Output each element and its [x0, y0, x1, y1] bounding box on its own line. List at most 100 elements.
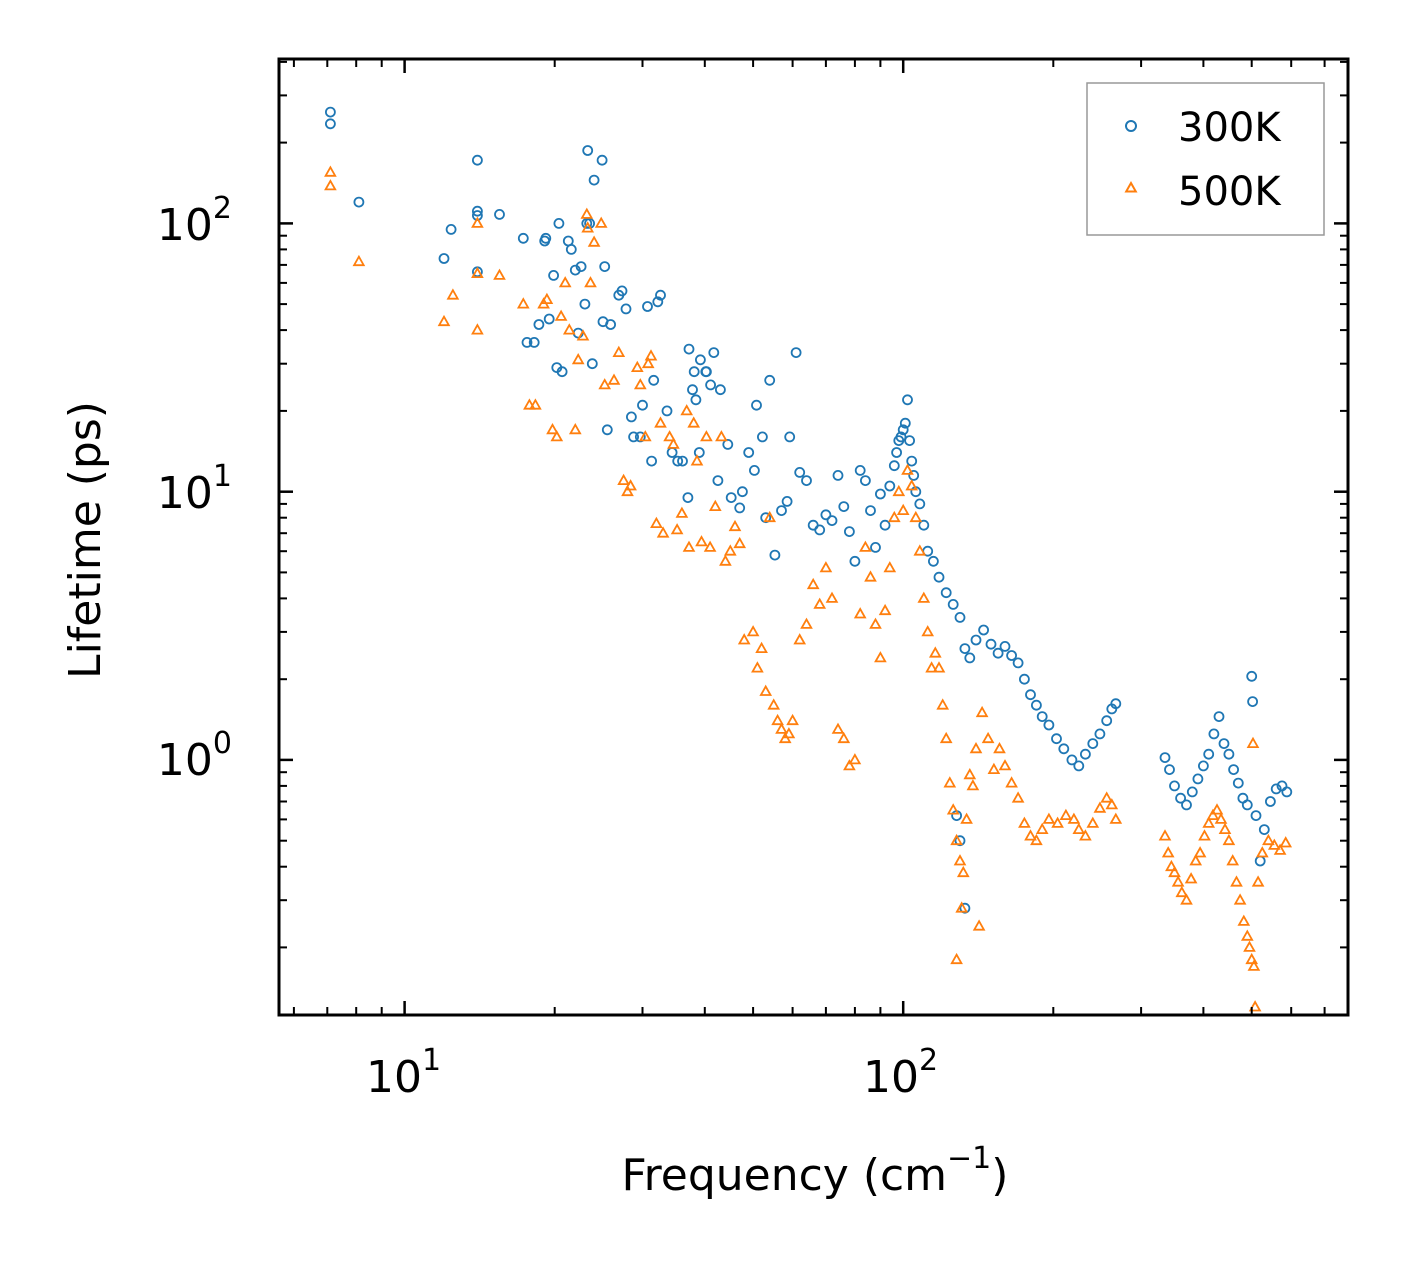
point-500k: [1198, 829, 1211, 841]
point-300k: [438, 253, 450, 264]
point-300k: [954, 612, 966, 623]
point-500k: [1237, 914, 1251, 926]
point-300k: [543, 313, 555, 325]
point-300k: [992, 647, 1004, 659]
point-300k: [749, 464, 760, 476]
point-500k: [921, 625, 935, 637]
x-axis-title: Frequency (cm−1): [622, 1141, 1009, 1201]
point-300k: [1223, 748, 1235, 760]
point-300k: [743, 447, 755, 458]
point-300k: [1181, 799, 1192, 811]
point-300k: [1159, 752, 1171, 763]
point-300k: [324, 106, 336, 118]
point-500k: [775, 722, 788, 734]
point-300k: [1012, 657, 1024, 669]
point-300k: [959, 902, 971, 914]
point-300k: [687, 384, 698, 396]
point-300k: [1208, 728, 1220, 740]
point-500k: [864, 570, 877, 582]
point-300k: [884, 480, 896, 492]
point-500k: [800, 617, 813, 629]
point-300k: [672, 455, 684, 467]
point-300k: [553, 217, 565, 229]
point-300k: [1025, 689, 1036, 701]
point-500k: [656, 526, 670, 538]
point-500k: [883, 561, 897, 573]
point-500k: [956, 865, 970, 878]
point-300k: [899, 417, 911, 429]
point-500k: [969, 741, 983, 754]
point-500k: [670, 523, 684, 535]
point-300k: [683, 343, 695, 355]
y-tick-label-100: 102: [157, 191, 232, 251]
point-300k: [1101, 715, 1113, 727]
x-tick-label-10: 101: [366, 1043, 441, 1103]
point-300k: [801, 475, 812, 487]
point-500k: [955, 901, 969, 913]
point-500k: [1086, 816, 1100, 828]
point-500k: [1202, 816, 1216, 828]
point-500k: [1245, 952, 1259, 965]
point-300k: [655, 289, 666, 301]
point-500k: [324, 179, 337, 191]
point-300k: [790, 347, 802, 359]
point-300k: [954, 835, 966, 847]
point-500k: [813, 597, 827, 609]
point-500k: [581, 221, 595, 233]
point-500k: [700, 430, 713, 442]
point-500k: [1273, 843, 1287, 855]
point-500k: [981, 731, 995, 744]
point-500k: [843, 759, 856, 771]
point-300k: [781, 495, 793, 507]
point-300k: [626, 411, 637, 423]
point-300k: [838, 501, 850, 513]
point-500k: [1226, 854, 1240, 866]
point-300k: [693, 447, 705, 458]
point-500k: [763, 510, 777, 523]
series-500k: [324, 165, 1293, 1012]
point-500k: [819, 561, 833, 573]
point-500k: [1189, 854, 1203, 866]
point-500k: [1030, 833, 1043, 846]
point-500k: [878, 603, 892, 616]
point-500k: [1035, 822, 1049, 834]
point-300k: [1258, 824, 1270, 835]
point-300k: [757, 431, 768, 443]
point-500k: [925, 661, 938, 673]
point-300k: [596, 154, 608, 166]
point-500k: [1059, 808, 1073, 820]
point-300k: [688, 366, 700, 378]
point-300k: [1281, 786, 1293, 798]
point-300k: [1192, 773, 1204, 785]
point-300k: [844, 526, 855, 537]
point-300k: [832, 469, 844, 481]
point-300k: [879, 519, 891, 531]
legend-label-300k: 300K: [1178, 105, 1282, 151]
y-tick-label-10: 101: [157, 459, 232, 519]
point-500k: [1067, 812, 1081, 824]
point-500k: [719, 554, 732, 566]
point-500k: [663, 430, 676, 442]
point-300k: [734, 502, 746, 514]
point-300k: [1058, 743, 1070, 755]
point-300k: [1186, 786, 1198, 798]
point-300k: [471, 205, 483, 217]
point-300k: [1175, 792, 1186, 804]
point-300k: [701, 366, 712, 378]
point-500k: [831, 722, 845, 734]
point-500k: [617, 473, 630, 486]
point-500k: [612, 345, 626, 358]
y-tick-label-1: 100: [157, 726, 232, 786]
point-500k: [650, 516, 663, 528]
point-500k: [963, 767, 977, 780]
point-300k: [776, 505, 787, 517]
point-300k: [605, 319, 616, 330]
point-500k: [1222, 833, 1236, 846]
point-500k: [1042, 812, 1056, 824]
point-300k: [586, 358, 598, 370]
point-500k: [1243, 940, 1256, 952]
legend-label-500k: 500K: [1178, 169, 1282, 215]
point-300k: [1006, 650, 1017, 661]
point-300k: [1250, 810, 1262, 821]
point-500k: [471, 266, 484, 279]
